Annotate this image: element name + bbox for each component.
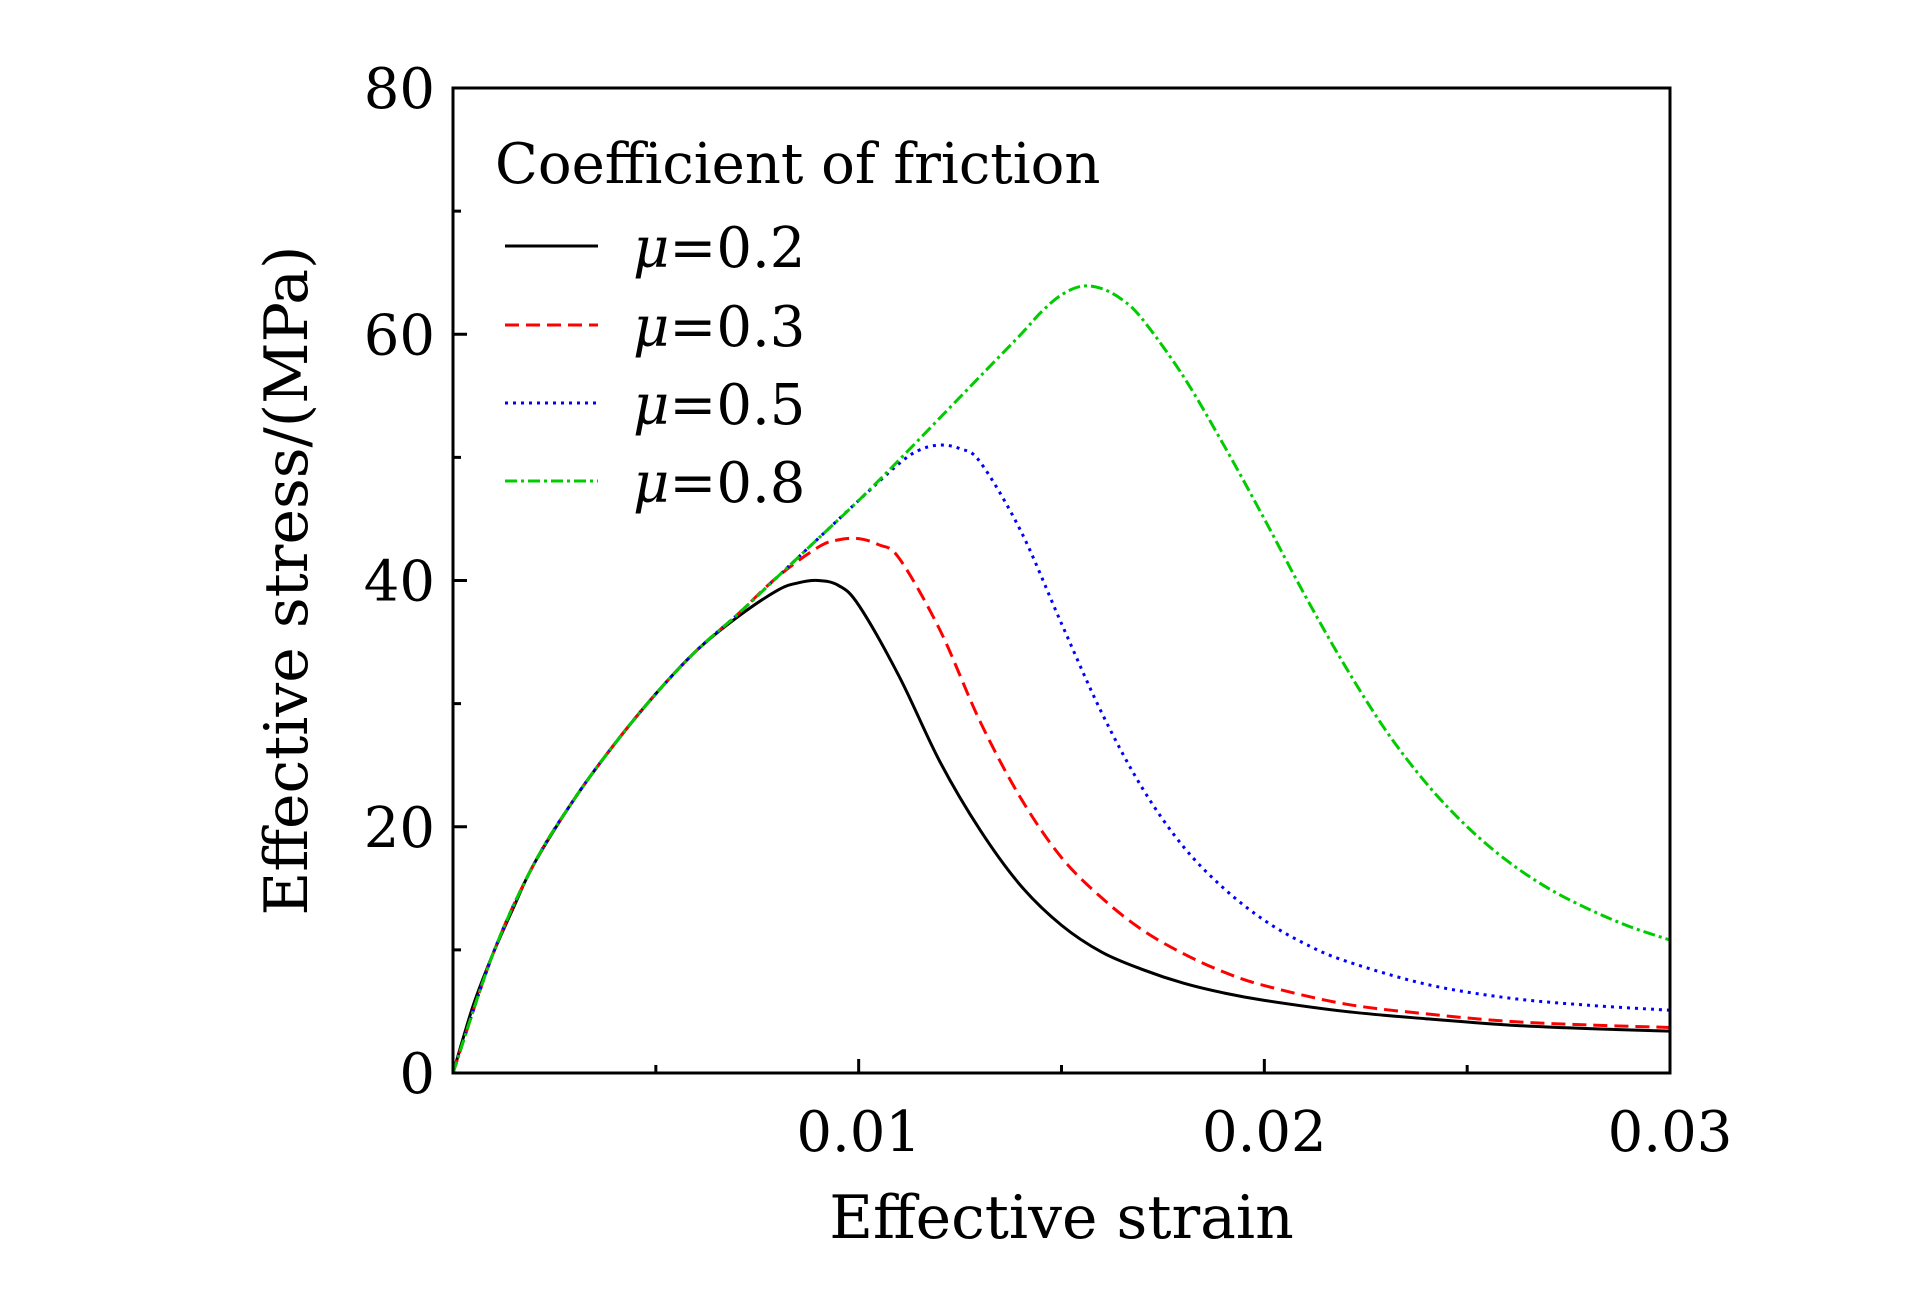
legend-mu-symbol: μ	[633, 216, 669, 281]
series-line-3	[453, 284, 1670, 1073]
x-tick-label: 0.01	[796, 1100, 921, 1165]
x-axis-title: Effective strain	[829, 1183, 1294, 1253]
legend-mu-symbol: μ	[633, 373, 669, 438]
y-tick-label: 60	[364, 303, 435, 368]
x-tick-label: 0.02	[1202, 1100, 1327, 1165]
series-line-1	[453, 536, 1670, 1073]
y-tick-label: 20	[364, 796, 435, 861]
legend-value: =0.5	[669, 373, 805, 438]
ticks-layer: 0.01 0.02 0.03 0 20 40 60 80 Effective strain Eff…	[252, 57, 1732, 1253]
legend-title: Coefficient of friction	[495, 132, 1100, 197]
legend: Coefficient of frictionμ=0.2μ=0.3μ=0.5μ=…	[495, 132, 1100, 516]
legend-mu-symbol: μ	[633, 451, 669, 516]
series-layer	[453, 284, 1670, 1073]
y-tick-label: 40	[364, 550, 435, 615]
x-tick-label: 0.03	[1608, 1100, 1733, 1165]
legend-value: =0.2	[669, 216, 805, 281]
series-line-0	[453, 578, 1670, 1073]
legend-label-1: μ=0.3	[633, 295, 805, 360]
y-tick-label: 80	[364, 57, 435, 122]
legend-label-2: μ=0.5	[633, 373, 805, 438]
legend-label-0: μ=0.2	[633, 216, 805, 281]
y-tick-label: 0	[399, 1042, 435, 1107]
legend-label-3: μ=0.8	[633, 451, 805, 516]
legend-value: =0.3	[669, 295, 805, 360]
legend-mu-symbol: μ	[633, 295, 669, 360]
legend-value: =0.8	[669, 451, 805, 516]
series-line-2	[453, 443, 1670, 1073]
y-axis-title: Effective stress/(MPa)	[252, 246, 322, 916]
